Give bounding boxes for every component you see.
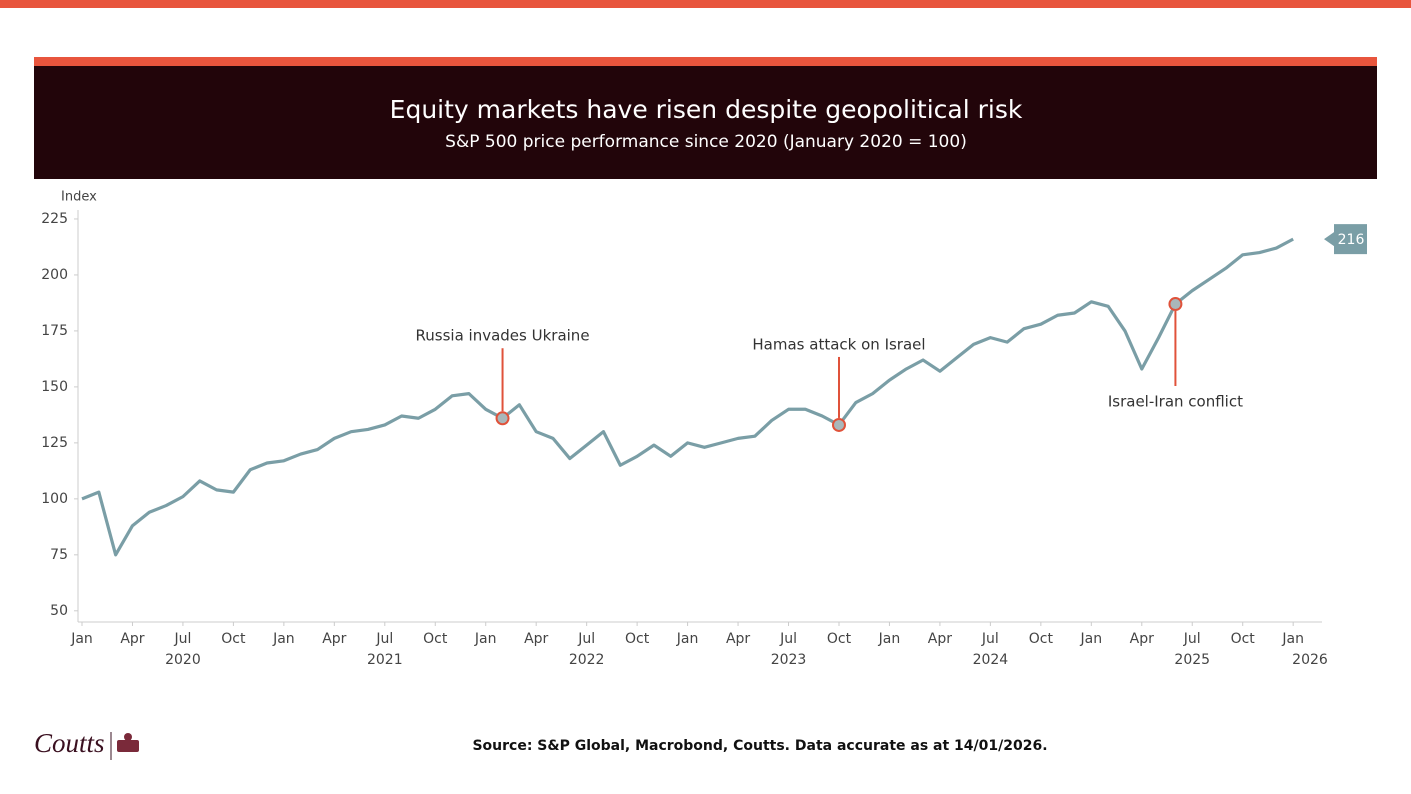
x-tick-label: Oct xyxy=(625,631,650,647)
x-tick-label: Jul xyxy=(1183,631,1201,647)
x-year-label: 2021 xyxy=(367,652,403,668)
y-tick-label: 100 xyxy=(41,491,68,507)
x-tick-label: Apr xyxy=(322,631,346,647)
y-tick-label: 125 xyxy=(41,435,68,451)
x-tick-label: Jan xyxy=(1080,631,1103,647)
annotation-point xyxy=(831,417,846,432)
annotation-label: Israel-Iran conflict xyxy=(1108,393,1243,411)
annotation-point xyxy=(1168,297,1183,312)
x-year-label: 2026 xyxy=(1292,652,1328,668)
annotation-label: Russia invades Ukraine xyxy=(416,327,590,345)
x-tick-label: Jan xyxy=(878,631,901,647)
x-tick-label: Jul xyxy=(375,631,393,647)
header-box xyxy=(34,57,1377,179)
brand: Coutts xyxy=(34,728,105,758)
y-tick-label: 200 xyxy=(41,267,68,283)
y-tick-label: 175 xyxy=(41,323,68,339)
x-tick-label: Apr xyxy=(120,631,144,647)
x-tick-label: Oct xyxy=(827,631,852,647)
x-tick-label: Jan xyxy=(474,631,497,647)
end-label: 216 xyxy=(1338,232,1365,248)
x-tick-label: Jul xyxy=(779,631,797,647)
x-tick-label: Jul xyxy=(173,631,191,647)
end-label-box xyxy=(1324,224,1367,255)
x-tick-label: Jul xyxy=(577,631,595,647)
header-stripe xyxy=(34,57,1377,66)
x-tick-label: Apr xyxy=(928,631,952,647)
x-tick-label: Jan xyxy=(1281,631,1304,647)
x-year-label: 2024 xyxy=(973,652,1009,668)
x-year-label: 2022 xyxy=(569,652,605,668)
x-tick-label: Apr xyxy=(524,631,548,647)
x-tick-label: Apr xyxy=(726,631,750,647)
brand-crest xyxy=(117,733,139,752)
annotation-label: Hamas attack on Israel xyxy=(752,335,925,353)
line-series xyxy=(81,237,1294,557)
annotation-point xyxy=(495,411,510,426)
x-year-label: 2025 xyxy=(1174,652,1210,668)
x-tick-label: Jan xyxy=(272,631,295,647)
y-tick-label: 225 xyxy=(41,211,68,227)
x-tick-label: Apr xyxy=(1130,631,1154,647)
x-tick-label: Oct xyxy=(221,631,246,647)
top-bar xyxy=(0,0,1411,8)
y-tick-label: 50 xyxy=(50,603,68,619)
x-year-label: 2023 xyxy=(771,652,807,668)
x-tick-label: Jan xyxy=(70,631,93,647)
x-tick-label: Jul xyxy=(981,631,999,647)
source: Source: S&P Global, Macrobond, Coutts. D… xyxy=(472,738,1047,754)
title: Equity markets have risen despite geopol… xyxy=(390,95,1023,124)
x-year-label: 2020 xyxy=(165,652,201,668)
subtitle: S&P 500 price performance since 2020 (Ja… xyxy=(445,132,967,152)
x-tick-label: Oct xyxy=(1029,631,1054,647)
y-tick-label: 150 xyxy=(41,379,68,395)
y-axis-label: Index xyxy=(61,190,97,205)
x-tick-label: Oct xyxy=(1231,631,1256,647)
y-tick-label: 75 xyxy=(50,547,68,563)
x-tick-label: Oct xyxy=(423,631,448,647)
x-tick-label: Jan xyxy=(676,631,699,647)
